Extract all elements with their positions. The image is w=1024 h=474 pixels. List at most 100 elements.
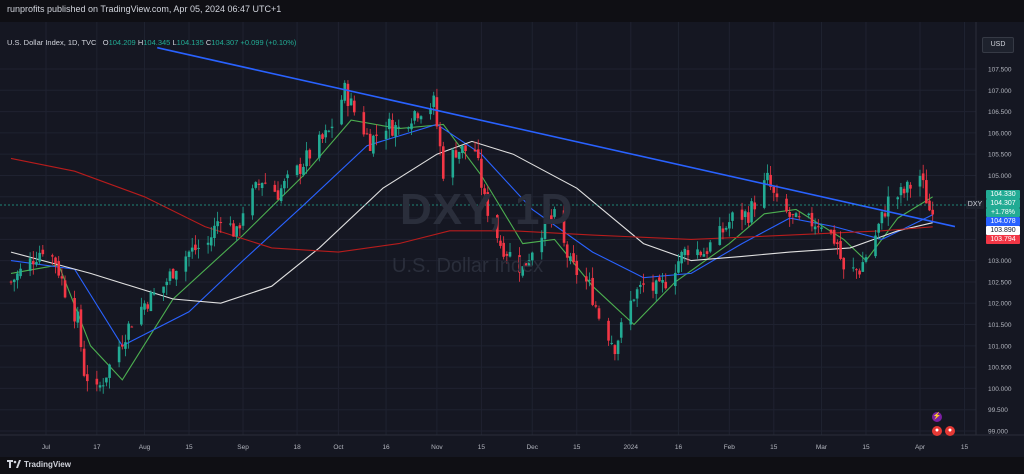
candle-body <box>206 242 210 245</box>
candle-body <box>279 188 283 202</box>
candle-body <box>880 211 884 224</box>
symbol-legend[interactable]: U.S. Dollar Index, 1D, TVC O104.209 H104… <box>7 38 296 47</box>
candle-body <box>302 166 305 175</box>
moving-average-line <box>10 119 933 381</box>
candle-body <box>728 222 731 229</box>
candle-body <box>877 223 880 233</box>
candle-body <box>464 145 467 152</box>
candle-body <box>613 345 617 355</box>
us-flag-icon[interactable]: ● <box>932 426 942 436</box>
candle-body <box>435 97 439 127</box>
price-tag: 104.330 <box>986 190 1020 199</box>
candle-body <box>35 261 38 265</box>
price-tag: 103.794 <box>986 235 1020 244</box>
candle-body <box>842 257 846 270</box>
lightning-icon[interactable]: ⚡ <box>932 412 942 422</box>
candle-body <box>384 130 388 140</box>
chart-area[interactable]: 107.500 107.000 106.500 106.000 105.500 105.0… <box>0 22 1024 457</box>
candle-body <box>616 340 620 354</box>
candle-body <box>165 281 169 286</box>
x-tick-label: 15 <box>478 444 486 451</box>
candle-body <box>820 227 823 229</box>
candle-body <box>184 256 188 272</box>
candle-body <box>73 297 76 322</box>
candle-body <box>38 252 41 262</box>
candle-body <box>130 326 134 328</box>
chart-svg[interactable]: 107.500 107.000 106.500 106.000 105.500 105.0… <box>0 22 1024 457</box>
candle-body <box>257 183 261 185</box>
candle-body <box>505 253 509 256</box>
candle-body <box>63 280 67 298</box>
candle-body <box>543 213 547 239</box>
candle-body <box>791 214 795 216</box>
candle-body <box>565 244 569 258</box>
open-value: 104.209 <box>108 38 136 47</box>
candle-body <box>699 251 703 256</box>
candle-body <box>263 182 267 184</box>
candle-body <box>124 342 127 349</box>
candle-body <box>441 146 445 179</box>
candle-body <box>397 126 401 128</box>
x-tick-label: 16 <box>675 444 683 451</box>
candle-body <box>550 215 553 220</box>
candle-body <box>254 182 258 188</box>
x-tick-label: 15 <box>573 444 581 451</box>
close-value: 104.307 <box>211 38 239 47</box>
tradingview-label: TradingView <box>24 460 71 469</box>
currency-button[interactable]: USD <box>982 37 1014 53</box>
x-tick-label: 15 <box>961 444 969 451</box>
candle-body <box>79 309 83 347</box>
candle-body <box>661 280 664 283</box>
candle-body <box>213 225 216 238</box>
change-value: +0.099 (+0.10%) <box>240 38 297 47</box>
symbol-label[interactable]: U.S. Dollar Index, 1D, TVC <box>7 38 97 47</box>
y-tick-label: 101.500 <box>988 322 1012 329</box>
candle-body <box>432 95 436 107</box>
candle-body <box>120 344 124 347</box>
candle-body <box>686 250 690 256</box>
candle-body <box>708 242 712 252</box>
y-tick-label: 105.500 <box>988 152 1012 159</box>
candle-body <box>518 255 521 273</box>
y-tick-label: 100.500 <box>988 365 1012 372</box>
candle-body <box>19 268 22 277</box>
y-tick-label: 99.000 <box>988 429 1008 436</box>
candle-body <box>632 299 636 301</box>
candle-body <box>502 242 505 257</box>
candle-body <box>902 188 906 194</box>
candle-body <box>651 282 655 291</box>
candle-body <box>673 272 677 287</box>
candle-body <box>702 254 706 257</box>
tradingview-logo-icon <box>7 460 21 468</box>
candle-body <box>394 125 397 137</box>
x-tick-label: Apr <box>915 444 926 451</box>
candle-body <box>642 283 645 285</box>
candle-body <box>858 270 861 275</box>
candle-body <box>610 342 614 344</box>
y-tick-label: 106.500 <box>988 109 1012 116</box>
candle-body <box>451 149 455 178</box>
candle-body <box>238 225 242 229</box>
candle-body <box>308 149 312 159</box>
price-tag: 104.078 <box>986 217 1020 226</box>
candle-body <box>372 135 375 154</box>
us-flag-icon[interactable]: ● <box>945 426 955 436</box>
candle-body <box>527 260 531 266</box>
candle-body <box>832 229 836 244</box>
candle-body <box>330 126 334 129</box>
candle-body <box>584 276 588 282</box>
candle-body <box>597 308 601 319</box>
candle-body <box>60 276 64 279</box>
candle-body <box>925 180 928 204</box>
candle-body <box>810 212 814 227</box>
candle-body <box>413 111 416 121</box>
candle-body <box>473 149 477 152</box>
publish-info: runprofits published on TradingView.com,… <box>7 4 282 14</box>
x-tick-label: 2024 <box>624 444 639 451</box>
candle-body <box>483 188 486 194</box>
watermark-description: U.S. Dollar Index <box>392 255 544 277</box>
tradingview-brand[interactable]: TradingView <box>7 460 71 469</box>
candle-body <box>499 240 502 246</box>
candle-body <box>12 279 16 283</box>
candle-body <box>486 192 490 216</box>
